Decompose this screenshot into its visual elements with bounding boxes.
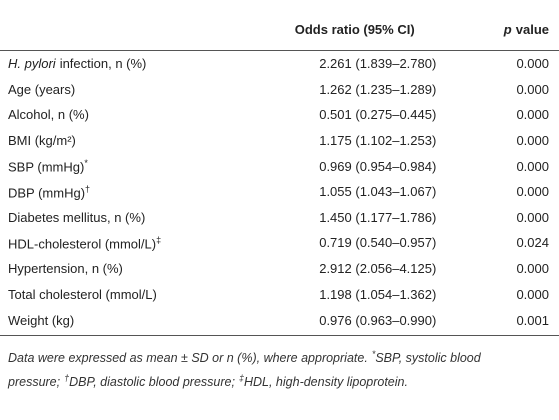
- footnote-note: ‡HDL, high-density lipoprotein.: [238, 373, 408, 390]
- p-value-cell: 0.000: [516, 209, 549, 225]
- odds-ratio-cell: 1.262 (1.235–1.289): [319, 81, 437, 97]
- odds-ratio-cell: 0.969 (0.954–0.984): [319, 158, 437, 174]
- row-label: BMI (kg/m²): [0, 128, 243, 154]
- row-label-italic: H. pylori: [8, 56, 56, 72]
- p-symbol: p: [503, 21, 512, 37]
- p-value-cell: 0.000: [516, 286, 549, 302]
- odds-ratio-cell: 2.261 (1.839–2.780): [319, 56, 437, 72]
- table-row: HDL-cholesterol (mmol/L)‡ 0.719 (0.540–0.…: [0, 230, 559, 256]
- row-label-text: infection, n (%): [59, 56, 147, 72]
- row-label: Diabetes mellitus, n (%): [0, 205, 243, 231]
- header-row: Odds ratio (95% CI) p value: [0, 14, 559, 51]
- row-label-text: Weight (kg): [8, 313, 75, 329]
- row-label-text: DBP (mmHg): [8, 184, 86, 200]
- label-header: [0, 14, 244, 51]
- row-label: SBP (mmHg)*: [0, 153, 243, 179]
- row-label-text: HDL-cholesterol (mmol/L): [8, 236, 157, 252]
- odds-ratio-cell: 2.912 (2.056–4.125): [319, 261, 437, 277]
- odds-ratio-cell: 0.719 (0.540–0.957): [319, 235, 437, 251]
- p-value-cell: 0.000: [516, 107, 549, 123]
- p-value-cell: 0.000: [516, 81, 549, 97]
- footnote-note: *SBP, systolic blood pressure;: [8, 348, 481, 390]
- row-label-sup: †: [85, 183, 91, 194]
- footnote-mark: *: [371, 348, 376, 359]
- odds-ratio-cell: 0.976 (0.963–0.990): [243, 306, 467, 336]
- row-label: H. pylori infection, n (%): [0, 51, 243, 77]
- footnote-mark: †: [64, 373, 70, 384]
- table-row: Weight (kg) 0.976 (0.963–0.990) 0.001: [0, 306, 559, 336]
- table-header: Odds ratio (95% CI) p value: [0, 14, 559, 51]
- p-value-cell: 0.000: [516, 56, 549, 72]
- p-value-cell: 0.000: [516, 184, 549, 200]
- table-row: H. pylori infection, n (%) 2.261 (1.839–2.…: [0, 51, 559, 77]
- footnote-note-text: DBP, diastolic blood pressure;: [69, 375, 235, 390]
- row-label-text: Alcohol, n (%): [8, 107, 89, 123]
- table-row: DBP (mmHg)† 1.055 (1.043–1.067) 0.000: [0, 179, 559, 205]
- row-label-text: Age (years): [8, 81, 76, 97]
- footnote: Data were expressed as mean ± SD or n (%…: [0, 336, 559, 392]
- odds-ratio-header: Odds ratio (95% CI): [243, 14, 467, 51]
- row-label-text: Diabetes mellitus, n (%): [8, 209, 146, 225]
- p-value-cell: 0.000: [516, 261, 549, 277]
- table-row: BMI (kg/m²) 1.175 (1.102–1.253) 0.000: [0, 128, 559, 154]
- table-row: Alcohol, n (%) 0.501 (0.275–0.445) 0.000: [0, 102, 559, 128]
- results-table: Odds ratio (95% CI) p value H. pylori infe…: [0, 14, 559, 336]
- row-label-sup: *: [84, 158, 88, 168]
- footnote-note-text: HDL, high-density lipoprotein.: [243, 375, 408, 390]
- table-row: SBP (mmHg)* 0.969 (0.954–0.984) 0.000: [0, 153, 559, 179]
- row-label: HDL-cholesterol (mmol/L)‡: [0, 230, 243, 256]
- row-label-text: SBP (mmHg): [8, 159, 85, 175]
- table-row: Age (years) 1.262 (1.235–1.289) 0.000: [0, 77, 559, 103]
- p-word: value: [515, 21, 549, 37]
- row-label: Total cholesterol (mmol/L): [0, 281, 243, 307]
- p-value-cell: 0.001: [466, 306, 559, 336]
- row-label-text: BMI (kg/m²): [8, 133, 76, 149]
- odds-ratio-cell: 1.175 (1.102–1.253): [319, 133, 437, 149]
- row-label: Weight (kg): [0, 306, 244, 336]
- row-label-text: Total cholesterol (mmol/L): [8, 286, 157, 302]
- footnote-mark: ‡: [238, 373, 244, 384]
- row-label-sup: ‡: [156, 234, 162, 245]
- p-value-cell: 0.000: [516, 133, 549, 149]
- page: Odds ratio (95% CI) p value H. pylori infe…: [0, 14, 559, 420]
- p-value-header: p value: [466, 14, 559, 51]
- footnote-text: Data were expressed as mean ± SD or n (%…: [8, 351, 368, 366]
- p-value-cell: 0.024: [516, 235, 549, 251]
- odds-ratio-cell: 1.450 (1.177–1.786): [319, 209, 437, 225]
- table-row: Diabetes mellitus, n (%) 1.450 (1.177–1.7…: [0, 205, 559, 231]
- row-label: Alcohol, n (%): [0, 102, 243, 128]
- table-row: Hypertension, n (%) 2.912 (2.056–4.125) 0.…: [0, 256, 559, 282]
- row-label: Age (years): [0, 77, 243, 103]
- odds-ratio-cell: 1.055 (1.043–1.067): [319, 184, 437, 200]
- p-value-cell: 0.000: [516, 158, 549, 174]
- row-label-text: Hypertension, n (%): [8, 261, 123, 277]
- row-label: Hypertension, n (%): [0, 256, 243, 282]
- table-row: Total cholesterol (mmol/L) 1.198 (1.054–1…: [0, 281, 559, 307]
- odds-ratio-cell: 0.501 (0.275–0.445): [319, 107, 437, 123]
- odds-ratio-cell: 1.198 (1.054–1.362): [319, 286, 437, 302]
- footnote-note: †DBP, diastolic blood pressure;: [64, 373, 235, 390]
- footnote-note-text: SBP, systolic blood pressure;: [8, 351, 481, 390]
- row-label: DBP (mmHg)†: [0, 179, 243, 205]
- table-body: H. pylori infection, n (%) 2.261 (1.839–2.…: [0, 51, 559, 336]
